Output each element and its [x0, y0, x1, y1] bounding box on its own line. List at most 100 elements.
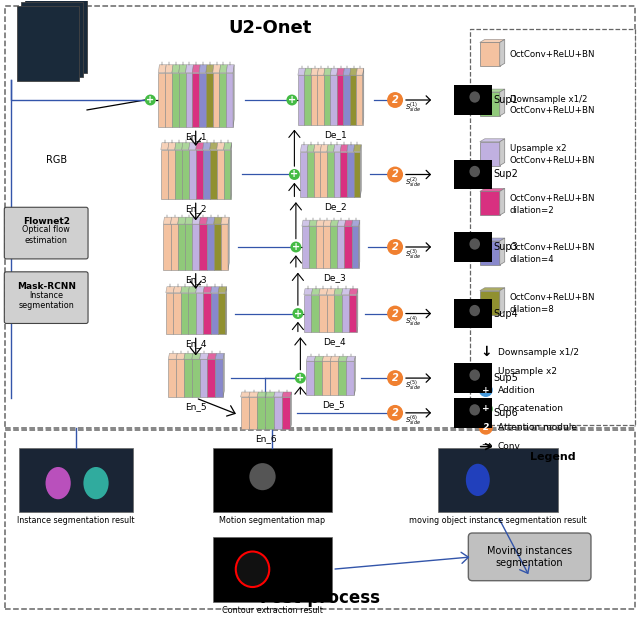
- Polygon shape: [166, 292, 173, 334]
- Polygon shape: [500, 238, 505, 265]
- Polygon shape: [363, 68, 364, 125]
- Circle shape: [292, 308, 303, 319]
- Polygon shape: [200, 354, 209, 359]
- Text: $S^{(5)}_{side}$: $S^{(5)}_{side}$: [405, 379, 421, 393]
- Polygon shape: [199, 217, 207, 224]
- Polygon shape: [178, 217, 186, 224]
- Text: ⇒: ⇒: [481, 440, 492, 453]
- Polygon shape: [216, 150, 223, 199]
- Text: De_4: De_4: [323, 337, 346, 346]
- Polygon shape: [344, 220, 353, 226]
- Polygon shape: [170, 224, 178, 270]
- Polygon shape: [203, 292, 211, 334]
- Polygon shape: [320, 145, 328, 152]
- Polygon shape: [337, 75, 343, 125]
- Text: 2: 2: [392, 95, 399, 105]
- Polygon shape: [317, 75, 324, 125]
- Polygon shape: [346, 356, 355, 361]
- Circle shape: [287, 94, 298, 106]
- Polygon shape: [223, 150, 230, 199]
- Polygon shape: [330, 75, 337, 125]
- Polygon shape: [480, 238, 505, 241]
- Polygon shape: [166, 287, 174, 292]
- Polygon shape: [333, 152, 340, 197]
- Polygon shape: [319, 289, 328, 295]
- Polygon shape: [274, 392, 284, 397]
- Polygon shape: [316, 220, 324, 226]
- Ellipse shape: [469, 91, 480, 102]
- Text: OctConv+ReLU+BN: OctConv+ReLU+BN: [509, 244, 595, 252]
- Polygon shape: [168, 354, 177, 359]
- Text: 2: 2: [392, 242, 399, 252]
- Polygon shape: [188, 292, 196, 334]
- Circle shape: [387, 305, 403, 321]
- Polygon shape: [480, 291, 500, 315]
- Text: En_1: En_1: [185, 132, 207, 141]
- Polygon shape: [207, 359, 215, 397]
- Polygon shape: [330, 68, 338, 75]
- Circle shape: [387, 167, 403, 183]
- Text: dilation=4: dilation=4: [509, 255, 554, 265]
- Polygon shape: [176, 359, 184, 397]
- Polygon shape: [311, 75, 317, 125]
- FancyBboxPatch shape: [5, 429, 636, 610]
- Polygon shape: [192, 354, 201, 359]
- Polygon shape: [176, 354, 185, 359]
- Polygon shape: [309, 226, 316, 268]
- Text: Attention module: Attention module: [498, 423, 577, 433]
- Polygon shape: [196, 150, 203, 199]
- Polygon shape: [337, 226, 344, 268]
- Polygon shape: [227, 65, 234, 73]
- Polygon shape: [241, 392, 250, 397]
- Text: $S^{(2)}_{side}$: $S^{(2)}_{side}$: [405, 175, 421, 189]
- Polygon shape: [178, 224, 185, 270]
- Polygon shape: [214, 224, 221, 270]
- FancyBboxPatch shape: [212, 447, 332, 512]
- Polygon shape: [226, 287, 227, 334]
- Text: +: +: [292, 242, 300, 252]
- Polygon shape: [203, 150, 210, 199]
- Polygon shape: [172, 73, 179, 127]
- FancyBboxPatch shape: [454, 398, 492, 428]
- Circle shape: [479, 421, 493, 435]
- Polygon shape: [351, 220, 360, 226]
- Polygon shape: [266, 392, 275, 397]
- Polygon shape: [203, 287, 212, 292]
- Text: +: +: [296, 373, 305, 383]
- Text: En_5: En_5: [185, 402, 207, 411]
- Polygon shape: [182, 150, 189, 199]
- Polygon shape: [241, 397, 249, 429]
- Polygon shape: [480, 92, 500, 116]
- Polygon shape: [165, 65, 173, 73]
- FancyBboxPatch shape: [454, 160, 492, 189]
- Polygon shape: [347, 152, 353, 197]
- Text: Upsample x2: Upsample x2: [498, 366, 557, 376]
- Polygon shape: [168, 359, 176, 397]
- Polygon shape: [314, 145, 321, 152]
- Text: Sup2: Sup2: [494, 170, 518, 180]
- Circle shape: [291, 241, 301, 252]
- Polygon shape: [356, 68, 364, 75]
- Polygon shape: [337, 220, 346, 226]
- Circle shape: [479, 383, 493, 397]
- Polygon shape: [170, 217, 179, 224]
- FancyBboxPatch shape: [212, 537, 332, 602]
- Text: De_3: De_3: [323, 273, 346, 282]
- Text: U2-Onet: U2-Onet: [228, 19, 312, 36]
- Polygon shape: [316, 226, 323, 268]
- Ellipse shape: [469, 404, 480, 415]
- Polygon shape: [168, 150, 175, 199]
- Polygon shape: [307, 145, 315, 152]
- Text: +: +: [288, 95, 296, 105]
- Polygon shape: [192, 217, 200, 224]
- Polygon shape: [206, 65, 214, 73]
- Text: 2: 2: [392, 308, 399, 318]
- Text: RGB: RGB: [45, 155, 67, 165]
- Polygon shape: [158, 65, 166, 73]
- Polygon shape: [282, 392, 292, 397]
- Polygon shape: [312, 295, 319, 333]
- Polygon shape: [179, 65, 187, 73]
- Polygon shape: [480, 191, 500, 215]
- Polygon shape: [360, 145, 362, 197]
- Polygon shape: [218, 292, 226, 334]
